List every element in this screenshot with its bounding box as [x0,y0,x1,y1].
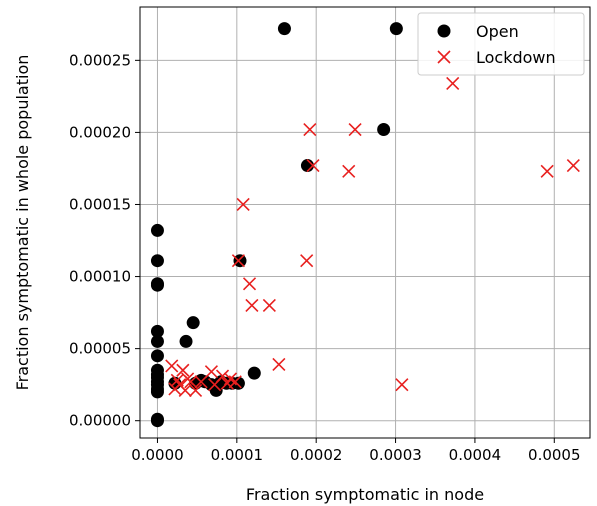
legend-marker-open [437,24,451,38]
lockdown-point [348,122,362,137]
lockdown-point [188,383,203,397]
lockdown-point [236,197,250,212]
lockdown-point [342,164,356,178]
lockdown-point [231,254,245,268]
plot-frame [139,6,591,439]
lockdown-point [306,158,320,173]
open-point [150,223,164,237]
legend-marker-lockdown [437,50,451,64]
y-tick-label: 0.00025 [69,51,131,69]
lockdown-point [184,375,198,389]
legend: Open Lockdown [417,12,585,76]
lockdown-point [228,375,242,389]
legend-label: Open [476,22,519,41]
y-tick-label: 0.00010 [69,268,131,286]
open-point [231,376,245,390]
lockdown-point [178,383,192,397]
data-points [150,22,580,428]
open-point [377,123,391,137]
y-tick-label: 0.00005 [69,340,131,358]
lockdown-point [566,158,580,173]
x-tick-label: 0.0002 [290,446,343,464]
lockdown-point [300,254,314,268]
open-point [150,254,164,268]
grid [140,7,590,438]
lockdown-point [272,357,286,372]
open-point [150,334,164,348]
x-tick-label: 0.0003 [369,446,422,464]
lockdown-point [165,359,179,373]
open-point [150,412,164,426]
lockdown-point [245,298,259,312]
open-point [389,22,403,36]
open-point [277,22,291,36]
lockdown-point [242,277,257,291]
lockdown-point [540,164,554,178]
lockdown-point [194,375,208,389]
open-point [179,334,193,348]
open-point [150,324,164,338]
legend-box [417,12,585,76]
y-tick-label: 0.00000 [69,412,131,430]
y-tick-label: 0.00020 [69,123,131,141]
lockdown-point [446,76,460,90]
lockdown-point [303,122,317,137]
lockdown-point [176,363,190,377]
open-point [247,366,261,380]
x-tick-label: 0.0004 [449,446,502,464]
lockdown-point [395,378,409,392]
open-point [150,363,164,377]
y-tick-label: 0.00015 [69,195,131,213]
x-tick-label: 0.0001 [211,446,264,464]
legend-label: Lockdown [476,48,556,67]
x-tick-label: 0.0005 [528,446,581,464]
y-axis-label: Fraction symptomatic in whole population [13,55,32,391]
open-point [186,316,200,330]
x-tick-label: 0.0000 [131,446,184,464]
lockdown-point [215,369,230,383]
open-point [150,349,164,363]
open-point [233,254,247,268]
lockdown-point [204,365,218,379]
open-point [150,277,164,291]
lockdown-point [262,298,276,312]
x-axis-label: Fraction symptomatic in node [246,485,484,504]
axis-ticks: 0.0000 0.0001 0.0002 0.0003 0.0004 0.0005 0.00… [69,51,581,464]
